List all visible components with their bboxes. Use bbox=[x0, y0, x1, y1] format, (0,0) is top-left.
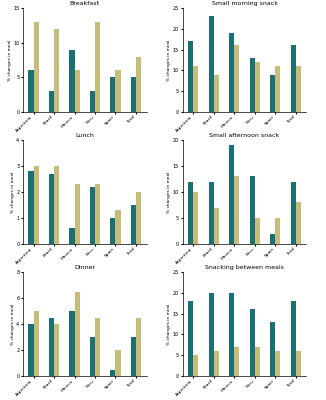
Bar bbox=[290, 46, 296, 112]
Bar bbox=[193, 192, 199, 244]
Bar bbox=[193, 355, 199, 376]
Bar bbox=[90, 91, 95, 112]
Bar bbox=[111, 77, 115, 112]
Bar bbox=[229, 145, 234, 244]
Bar bbox=[290, 301, 296, 376]
Y-axis label: % changes in meal: % changes in meal bbox=[168, 303, 171, 345]
Bar bbox=[69, 228, 75, 244]
Bar bbox=[250, 58, 255, 112]
Y-axis label: % changes in meal: % changes in meal bbox=[11, 171, 15, 213]
Bar bbox=[49, 174, 54, 244]
Bar bbox=[234, 176, 239, 244]
Bar bbox=[250, 176, 255, 244]
Bar bbox=[111, 370, 115, 376]
Bar bbox=[34, 311, 39, 376]
Bar bbox=[131, 205, 136, 244]
Y-axis label: % changes in meal: % changes in meal bbox=[8, 39, 12, 81]
Bar bbox=[54, 324, 59, 376]
Bar bbox=[90, 187, 95, 244]
Bar bbox=[34, 22, 39, 112]
Bar bbox=[188, 182, 193, 244]
Title: Dinner: Dinner bbox=[74, 265, 95, 270]
Bar bbox=[115, 350, 121, 376]
Bar bbox=[214, 74, 219, 112]
Bar bbox=[296, 351, 301, 376]
Bar bbox=[111, 218, 115, 244]
Bar bbox=[49, 91, 54, 112]
Bar bbox=[28, 70, 34, 112]
Bar bbox=[234, 347, 239, 376]
Legend: Increased, Decreased: Increased, Decreased bbox=[185, 272, 213, 282]
Bar bbox=[275, 218, 280, 244]
Bar bbox=[49, 318, 54, 376]
Bar bbox=[214, 351, 219, 376]
Bar bbox=[75, 292, 80, 376]
Title: Snacking between meals: Snacking between meals bbox=[205, 265, 284, 270]
Bar bbox=[69, 311, 75, 376]
Bar bbox=[34, 166, 39, 244]
Legend: Increased, Decreased: Increased, Decreased bbox=[185, 140, 213, 150]
Y-axis label: % changes in meal: % changes in meal bbox=[168, 171, 171, 213]
Bar bbox=[75, 184, 80, 244]
Bar bbox=[209, 293, 214, 376]
Bar bbox=[275, 66, 280, 112]
Bar bbox=[270, 74, 275, 112]
Y-axis label: % changes in meal: % changes in meal bbox=[168, 39, 171, 81]
Bar bbox=[209, 16, 214, 112]
Legend: Increased, Decreased: Increased, Decreased bbox=[185, 8, 213, 18]
Bar bbox=[75, 70, 80, 112]
Bar bbox=[290, 182, 296, 244]
Bar bbox=[28, 324, 34, 376]
Bar bbox=[69, 50, 75, 112]
Bar bbox=[131, 337, 136, 376]
Bar bbox=[188, 41, 193, 112]
Bar bbox=[255, 62, 260, 112]
Bar bbox=[229, 293, 234, 376]
Bar bbox=[54, 166, 59, 244]
Bar bbox=[136, 318, 141, 376]
Bar bbox=[270, 322, 275, 376]
Bar bbox=[188, 301, 193, 376]
Title: Small morning snack: Small morning snack bbox=[212, 1, 277, 6]
Bar bbox=[234, 46, 239, 112]
Bar bbox=[115, 70, 121, 112]
Bar bbox=[95, 22, 100, 112]
Title: Small afternoon snack: Small afternoon snack bbox=[209, 133, 280, 138]
Bar bbox=[255, 347, 260, 376]
Bar bbox=[90, 337, 95, 376]
Bar bbox=[270, 234, 275, 244]
Bar bbox=[209, 182, 214, 244]
Bar bbox=[275, 351, 280, 376]
Bar bbox=[54, 29, 59, 112]
Bar bbox=[115, 210, 121, 244]
Bar bbox=[28, 171, 34, 244]
Y-axis label: % changes in meal: % changes in meal bbox=[11, 303, 15, 345]
Bar bbox=[250, 310, 255, 376]
Bar bbox=[296, 66, 301, 112]
Bar bbox=[95, 184, 100, 244]
Bar bbox=[95, 318, 100, 376]
Bar bbox=[193, 66, 199, 112]
Bar bbox=[255, 218, 260, 244]
Bar bbox=[136, 56, 141, 112]
Bar bbox=[296, 202, 301, 244]
Bar bbox=[136, 192, 141, 244]
Bar bbox=[229, 33, 234, 112]
Bar bbox=[214, 208, 219, 244]
Title: Breakfast: Breakfast bbox=[70, 1, 100, 6]
Bar bbox=[131, 77, 136, 112]
Title: Lunch: Lunch bbox=[75, 133, 94, 138]
